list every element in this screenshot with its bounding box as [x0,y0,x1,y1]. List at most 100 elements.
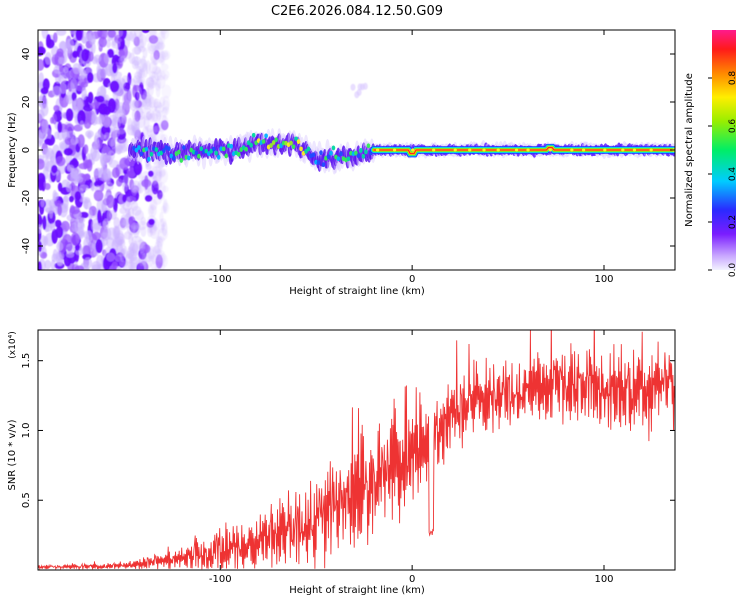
noise-blob [66,130,76,139]
band-speckle [269,143,273,148]
band-speckle [204,148,209,154]
noise-blob [93,181,102,188]
tone-dot [649,148,653,152]
noise-blob [98,103,109,115]
noise-blob [99,153,109,166]
tone-dot [468,148,472,152]
band-speckle [149,151,154,157]
noise-blob [78,220,85,229]
tone-dot [482,148,486,152]
band-speckle [154,147,159,152]
noise-blob [74,191,82,201]
band-speckle [264,133,268,139]
noise-blob [53,104,60,112]
noise-blob [72,97,83,113]
band-speckle [354,150,358,156]
noise-blob [148,75,157,82]
noise-blob [149,30,157,39]
noise-blob [144,94,154,108]
noise-blob [157,182,166,195]
noise-blob [154,265,160,270]
band-speckle [177,149,181,155]
noise-blob [44,259,52,270]
noise-blob [136,220,147,231]
noise-blob [55,251,65,261]
noise-blob [160,133,169,143]
band-speckle [194,150,199,156]
noise-blob [144,195,153,202]
noise-blob [44,182,51,191]
noise-blob [162,100,170,114]
band-speckle [366,143,371,149]
noise-blob [117,114,125,124]
noise-blob [98,36,107,48]
band-speckle [246,140,251,146]
snr-xtick-label: 0 [409,574,415,585]
noise-blob [74,265,85,270]
noise-blob [43,158,50,172]
noise-blob [38,213,43,228]
band-speckle [359,148,363,153]
noise-blob [128,52,136,65]
noise-blob [133,119,140,127]
band-speckle [356,153,361,159]
tone-dot [582,148,586,152]
noise-blob [155,237,164,247]
band-speckle [134,147,139,153]
noise-blob [118,260,129,267]
tone-dot [453,148,457,152]
band-speckle [279,143,283,149]
band-speckle [296,139,301,145]
band-speckle [162,148,166,154]
noise-blob [144,175,149,190]
noise-blob [97,209,102,224]
band-speckle [139,151,144,157]
noise-blob [134,71,143,80]
noise-blob [145,161,152,170]
noise-blob [106,194,115,209]
noise-blob [97,30,103,38]
band-speckle [244,146,248,152]
band-speckle [187,155,191,161]
band-speckle [321,162,326,168]
noise-blob [112,63,118,74]
noise-blob [90,182,95,191]
colorbar-ticks: 0.0 0.2 0.4 0.6 0.8 [708,71,738,277]
noise-blob [104,132,111,141]
noise-blob [148,218,155,226]
snr-ytick-label: 1.5 [21,353,32,369]
tone-dot [603,148,607,152]
noise-blob [40,199,45,208]
band-speckle [274,137,278,143]
tone-dot [632,148,637,152]
band-speckle [211,146,216,152]
noise-blob [83,257,93,270]
noise-blob [160,63,169,71]
noise-blob [109,80,120,93]
noise-blob [84,159,92,169]
noise-blob [91,109,97,122]
tone-dot [621,148,625,152]
noise-blob [69,206,80,215]
noise-blob [65,181,72,193]
noise-blob [83,144,89,155]
snr-ticks: -100 0 100 0.5 1.0 1.5 [21,330,675,585]
noise-blob [162,202,170,214]
noise-blob [70,77,78,93]
noise-blob [119,248,125,262]
band-speckle [137,145,141,150]
noise-blob [124,99,132,111]
noise-blob [127,91,132,101]
noise-blob [58,41,68,50]
noise-blob [38,72,45,87]
band-speckle [326,154,331,160]
band-speckle [167,146,171,152]
band-speckle [294,136,298,142]
noise-blob [357,83,363,91]
spectrogram-ylabel: Frequency (Hz) [7,112,18,188]
snr-multiplier: (x10⁴) [8,331,18,358]
noise-blob [56,30,67,36]
noise-blob [75,176,84,183]
noise-blob [101,199,107,213]
